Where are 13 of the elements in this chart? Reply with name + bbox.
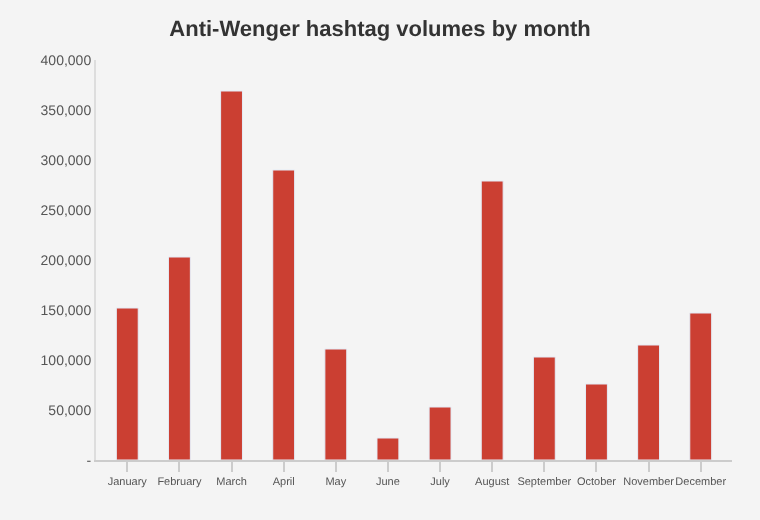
bar [480, 180, 504, 460]
bar [115, 307, 139, 460]
bar [376, 437, 400, 460]
bar [689, 312, 713, 460]
bar [585, 383, 608, 460]
bar [220, 90, 243, 460]
bar [272, 169, 296, 460]
bar [637, 344, 661, 460]
bar [532, 356, 556, 460]
bar [324, 348, 348, 460]
bar [428, 406, 452, 460]
chart-title: Anti-Wenger hashtag volumes by month [169, 18, 592, 43]
bar [167, 256, 191, 460]
